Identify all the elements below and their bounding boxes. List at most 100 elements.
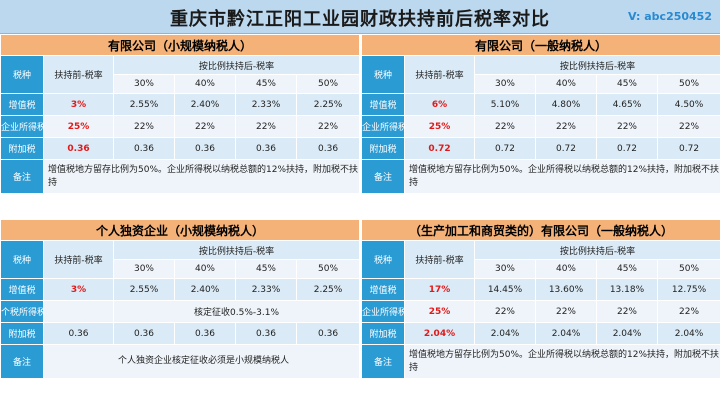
panel-title-row: 个人独资企业（小规模纳税人）	[0, 219, 361, 241]
after-rate: 2.33%	[235, 93, 297, 116]
after-rate: 13.18%	[596, 278, 658, 301]
after-rate: 22%	[113, 115, 175, 138]
remark-label: 备注	[0, 159, 44, 194]
panel-title: 有限公司（小规模纳税人）	[0, 34, 361, 56]
panel-manufacturing-trade-company: （生产加工和商贸类的）有限公司（一般纳税人） 税种 扶持前-税率 按比例扶持后-税率 3…	[360, 219, 720, 379]
support-percent: 40%	[174, 259, 236, 279]
before-rate: 0.36	[43, 137, 114, 160]
after-rate: 14.45%	[474, 278, 536, 301]
after-support-header: 按比例扶持后-税率	[112, 55, 361, 75]
after-rate: 22%	[535, 300, 597, 323]
after-rate: 0.72	[474, 137, 536, 160]
after-rate: 22%	[474, 300, 536, 323]
after-rate: 0.36	[113, 322, 175, 345]
remark-text: 增值税地方留存比例为50%。企业所得税以纳税总额的12%扶持，附加税不扶持	[42, 159, 361, 194]
after-rate: 22%	[596, 300, 658, 323]
before-support-header: 扶持前-税率	[43, 55, 114, 94]
tax-name: 个税所得税	[0, 300, 44, 323]
tax-name: 增值税	[361, 278, 405, 301]
after-support-header: 按比例扶持后-税率	[112, 240, 361, 260]
support-percent: 50%	[295, 74, 361, 94]
tax-table: （生产加工和商贸类的）有限公司（一般纳税人） 税种 扶持前-税率 按比例扶持后-税率 3…	[360, 219, 720, 379]
support-percent: 45%	[596, 259, 658, 279]
after-rate: 5.10%	[474, 93, 536, 116]
after-rate: 22%	[235, 115, 297, 138]
header-row: 税种 扶持前-税率 按比例扶持后-税率	[361, 55, 720, 94]
before-rate	[43, 300, 114, 323]
header-row: 税种 扶持前-税率 按比例扶持后-税率	[0, 55, 361, 94]
before-rate: 3%	[43, 93, 114, 116]
after-rate: 2.25%	[295, 93, 361, 116]
after-rate: 0.72	[656, 137, 720, 160]
after-rate: 0.36	[235, 322, 297, 345]
before-rate: 25%	[404, 115, 475, 138]
support-percent: 50%	[295, 259, 361, 279]
tax-name: 增值税	[0, 93, 44, 116]
table-row: 企业所得税 25% 22% 22% 22% 22%	[361, 115, 720, 138]
before-rate: 2.04%	[404, 322, 475, 345]
after-rate: 2.04%	[535, 322, 597, 345]
before-rate: 0.72	[404, 137, 475, 160]
support-percent: 40%	[535, 259, 597, 279]
table-row: 附加税 0.72 0.72 0.72 0.72 0.72	[361, 137, 720, 160]
support-percent: 45%	[235, 74, 297, 94]
remark-label: 备注	[361, 159, 405, 194]
after-support-header: 按比例扶持后-税率	[473, 240, 720, 260]
table-row: 附加税 0.36 0.36 0.36 0.36 0.36	[0, 322, 361, 345]
after-rate: 22%	[474, 115, 536, 138]
tax-type-header: 税种	[361, 55, 405, 94]
panel-small-scale-company: 有限公司（小规模纳税人） 税种 扶持前-税率 按比例扶持后-税率 30% 40% 45% 50…	[0, 34, 361, 194]
support-percent: 40%	[174, 74, 236, 94]
remark-row: 备注 增值税地方留存比例为50%。企业所得税以纳税总额的12%扶持，附加税不扶持	[361, 344, 720, 379]
panel-title: 个人独资企业（小规模纳税人）	[0, 219, 361, 241]
remark-label: 备注	[0, 344, 44, 379]
support-percent: 30%	[474, 259, 536, 279]
after-rate: 2.04%	[596, 322, 658, 345]
after-rate: 2.25%	[295, 278, 361, 301]
tax-name: 附加税	[361, 137, 405, 160]
table-row: 企业所得税 25% 22% 22% 22% 22%	[0, 115, 361, 138]
table-row: 附加税 0.36 0.36 0.36 0.36 0.36	[0, 137, 361, 160]
after-rate: 4.65%	[596, 93, 658, 116]
after-rate: 2.55%	[113, 278, 175, 301]
panel-title-row: 有限公司（小规模纳税人）	[0, 34, 361, 56]
table-row: 企业所得税 25% 22% 22% 22% 22%	[361, 300, 720, 323]
after-rate: 2.04%	[474, 322, 536, 345]
remark-text: 增值税地方留存比例为50%。企业所得税以纳税总额的12%扶持，附加税不扶持	[403, 344, 720, 379]
after-rate: 22%	[656, 300, 720, 323]
percent-row: 30% 40% 45% 50%	[362, 259, 720, 279]
tax-table: 个人独资企业（小规模纳税人） 税种 扶持前-税率 按比例扶持后-税率 30% 40% 45%…	[0, 219, 361, 379]
before-rate: 3%	[43, 278, 114, 301]
before-support-header: 扶持前-税率	[404, 55, 475, 94]
tax-type-header: 税种	[0, 240, 44, 279]
support-percent: 50%	[656, 259, 720, 279]
before-support-header: 扶持前-税率	[43, 240, 114, 279]
after-rate: 0.72	[596, 137, 658, 160]
panel-sole-proprietorship: 个人独资企业（小规模纳税人） 税种 扶持前-税率 按比例扶持后-税率 30% 40% 45%…	[0, 219, 361, 379]
tax-name: 增值税	[0, 278, 44, 301]
tax-name: 增值税	[361, 93, 405, 116]
before-rate: 6%	[404, 93, 475, 116]
after-rate: 22%	[174, 115, 236, 138]
before-rate: 0.36	[43, 322, 114, 345]
after-rate: 0.36	[174, 322, 236, 345]
panel-title-row: （生产加工和商贸类的）有限公司（一般纳税人）	[360, 219, 720, 241]
after-support-header: 按比例扶持后-税率	[473, 55, 720, 75]
after-rate: 2.40%	[174, 93, 236, 116]
after-rate: 2.40%	[174, 278, 236, 301]
after-rate: 13.60%	[535, 278, 597, 301]
tax-name: 企业所得税	[361, 115, 405, 138]
tax-name: 企业所得税	[361, 300, 405, 323]
after-rate: 22%	[295, 115, 361, 138]
support-percent: 40%	[535, 74, 597, 94]
support-percent: 45%	[235, 259, 297, 279]
remark-text: 个人独资企业核定征收必须是小规模纳税人	[42, 344, 361, 379]
panel-title-row: 有限公司（一般纳税人）	[360, 34, 720, 56]
after-rate: 0.36	[174, 137, 236, 160]
after-rate: 0.36	[235, 137, 297, 160]
tax-table: 有限公司（小规模纳税人） 税种 扶持前-税率 按比例扶持后-税率 30% 40% 45% 50…	[0, 34, 361, 194]
table-row: 增值税 3% 2.55% 2.40% 2.33% 2.25%	[0, 93, 361, 116]
after-rate: 4.80%	[535, 93, 597, 116]
tax-name: 附加税	[0, 137, 44, 160]
table-row: 附加税 2.04% 2.04% 2.04% 2.04% 2.04%	[361, 322, 720, 345]
